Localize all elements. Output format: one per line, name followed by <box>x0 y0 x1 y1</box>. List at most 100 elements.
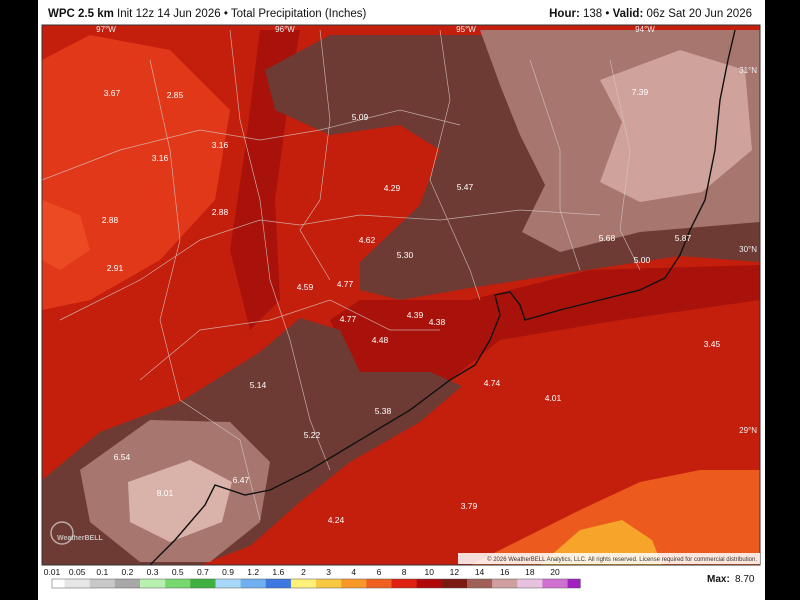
colorbar-cell <box>517 579 531 588</box>
precip-value: 4.01 <box>545 393 562 403</box>
copyright-bg <box>458 553 760 564</box>
colorbar-cell <box>479 579 493 588</box>
precip-value: 3.67 <box>104 88 121 98</box>
colorbar-cell <box>215 579 229 588</box>
colorbar-cell <box>290 579 304 588</box>
hour-label: Hour: <box>549 8 580 20</box>
longitude-label: 97°W <box>96 25 116 34</box>
colorbar-cell <box>127 579 141 588</box>
precip-value: 4.39 <box>407 310 424 320</box>
precip-value: 4.48 <box>372 335 389 345</box>
precip-value: 4.38 <box>429 317 446 327</box>
precip-value: 6.54 <box>114 452 131 462</box>
precip-value: 3.79 <box>461 501 478 511</box>
colorbar-label: 0.2 <box>122 567 134 577</box>
colorbar-cell <box>152 579 166 588</box>
precip-value: 4.77 <box>340 314 357 324</box>
valid-label: Valid: <box>612 8 644 20</box>
init: Init 12z 14 Jun 2026 <box>117 8 221 20</box>
colorbar-cell <box>378 579 393 588</box>
colorbar-label: 0.01 <box>44 567 61 577</box>
latitude-label: 30°N <box>739 245 757 254</box>
colorbar-cell <box>353 579 367 588</box>
colorbar-label: 0.9 <box>222 567 234 577</box>
colorbar-cell <box>316 579 330 588</box>
colorbar-label: 20 <box>550 567 560 577</box>
precip-field <box>42 25 760 565</box>
valid: 06z Sat 20 Jun 2026 <box>646 8 753 20</box>
precip-value: 3.45 <box>704 339 721 349</box>
precip-value: 7.39 <box>632 87 649 97</box>
colorbar-cell <box>328 579 342 588</box>
colorbar-label: 8 <box>402 567 407 577</box>
colorbar-cell <box>165 579 179 588</box>
precip-value: 4.59 <box>297 282 314 292</box>
precip-value: 5.30 <box>397 250 414 260</box>
colorbar-label: 10 <box>425 567 435 577</box>
colorbar-cell <box>190 579 204 588</box>
field: Total Precipitation (Inches) <box>230 8 367 20</box>
colorbar-cell <box>77 579 91 588</box>
colorbar-cell <box>542 579 556 588</box>
precip-value: 5.22 <box>304 430 321 440</box>
separator: • <box>223 8 228 20</box>
colorbar-cell <box>114 579 128 588</box>
colorbar-label: 12 <box>450 567 460 577</box>
precip-value: 2.91 <box>107 263 124 273</box>
colorbar-cell <box>278 579 292 588</box>
colorbar-cell <box>429 579 443 588</box>
colorbar-cell <box>265 579 279 588</box>
colorbar-cell <box>555 579 569 588</box>
logo: WeatherBELL <box>57 535 103 542</box>
colorbar-label: 16 <box>500 567 510 577</box>
colorbar-cell <box>466 579 481 588</box>
colorbar-label: 18 <box>525 567 535 577</box>
colorbar-cell <box>441 579 455 588</box>
colorbar-frame <box>51 578 581 589</box>
latitude-label: 31°N <box>739 66 757 75</box>
precip-value: 5.09 <box>352 112 369 122</box>
colorbar-cell <box>567 579 581 588</box>
colorbar-cell <box>492 579 506 588</box>
precip-value: 4.29 <box>384 183 401 193</box>
colorbar-label: 6 <box>377 567 382 577</box>
precip-value: 4.24 <box>328 515 345 525</box>
colorbar-cell <box>52 579 66 588</box>
colorbar-cell <box>404 579 418 588</box>
colorbar-cell <box>102 579 116 588</box>
precip-value: 5.68 <box>599 233 616 243</box>
colorbar-cell <box>64 579 78 588</box>
colorbar <box>52 579 581 588</box>
colorbar-label: 1.6 <box>272 567 284 577</box>
longitude-label: 94°W <box>635 25 655 34</box>
colorbar-cell <box>529 579 543 588</box>
county-lines <box>42 29 641 521</box>
header-left: WPC 2.5 km Init 12z 14 Jun 2026 • Total … <box>48 8 366 20</box>
precip-value: 6.47 <box>233 475 250 485</box>
colorbar-label: 0.5 <box>172 567 184 577</box>
map-frame <box>41 24 761 566</box>
precip-value: 5.87 <box>675 233 692 243</box>
colorbar-cell <box>253 579 267 588</box>
colorbar-cell <box>140 579 154 588</box>
precip-value: 8.01 <box>157 488 174 498</box>
colorbar-cell <box>240 579 254 588</box>
colorbar-cell <box>177 579 191 588</box>
colorbar-label: 14 <box>475 567 485 577</box>
colorbar-cell <box>89 579 103 588</box>
colorbar-label: 0.1 <box>96 567 108 577</box>
coastline <box>149 29 736 565</box>
longitude-label: 96°W <box>275 25 295 34</box>
precip-value: 5.00 <box>634 255 651 265</box>
colorbar-label: 1.2 <box>247 567 259 577</box>
model: WPC 2.5 km <box>48 8 114 20</box>
colorbar-cell <box>303 579 317 588</box>
hour: 138 <box>582 8 603 20</box>
latitude-label: 29°N <box>739 426 757 435</box>
copyright: © 2026 WeatherBELL Analytics, LLC. All r… <box>487 556 757 563</box>
colorbar-cell <box>202 579 216 588</box>
precip-value: 2.88 <box>102 215 119 225</box>
colorbar-cell <box>228 579 242 588</box>
